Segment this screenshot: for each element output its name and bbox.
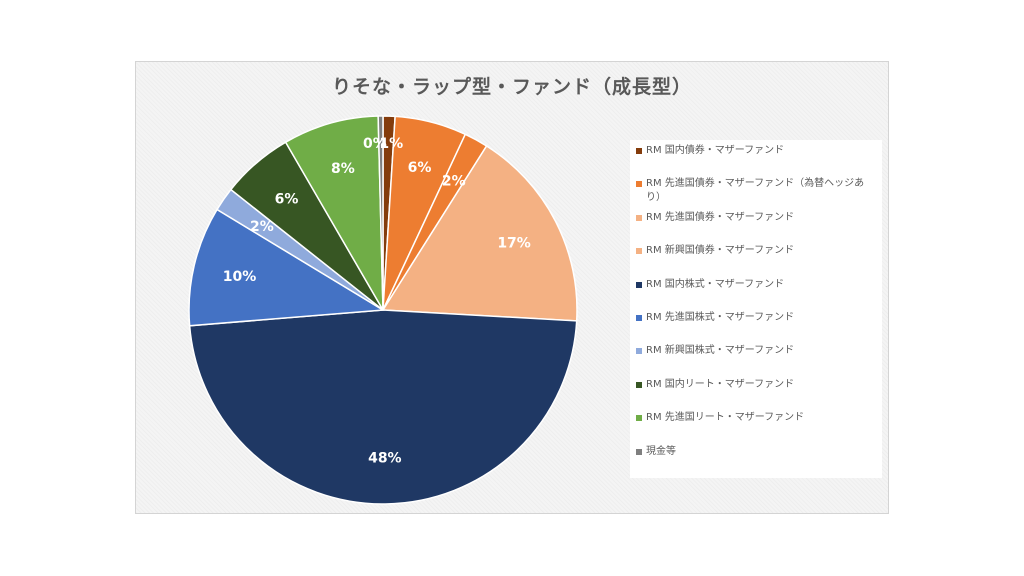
legend-entry: 現金等 [636,445,876,478]
legend-entry: RM 国内債券・マザーファンド [636,144,876,177]
pie-chart: 1%6%2%17%48%10%2%6%8%0% [188,115,578,505]
legend-label: RM 先進国債券・マザーファンド [646,211,795,223]
legend-entry: RM 先進国債券・マザーファンド（為替ヘッジあり） [636,177,876,210]
pie-slice [284,115,384,311]
legend-entry: RM 先進国債券・マザーファンド [636,211,876,244]
legend-swatch [636,148,642,154]
legend-swatch [636,248,642,255]
legend-label: RM 国内株式・マザーファンド [646,278,785,290]
pie-slice [377,115,384,311]
legend-entry: RM 国内リート・マザーファンド [636,378,876,411]
legend-entry: RM 国内株式・マザーファンド [636,278,876,311]
data-label: 6% [408,160,432,176]
data-label: 48% [368,450,402,466]
pie-slice [188,309,578,505]
legend-label: RM 国内リート・マザーファンド [646,378,795,390]
legend-swatch [636,415,642,422]
pie-slice [381,144,578,322]
data-label: 8% [331,161,355,177]
legend-swatch [636,214,642,221]
legend-label: RM 先進国株式・マザーファンド [646,311,795,323]
legend-swatch [636,281,642,288]
legend-label: 現金等 [646,445,676,457]
legend-swatch [636,314,642,321]
legend-entry: RM 新興国株式・マザーファンド [636,344,876,377]
legend-label: RM 新興国株式・マザーファンド [646,345,795,357]
data-label: 2% [442,174,466,190]
legend: RM 国内債券・マザーファンド RM 先進国債券・マザーファンド（為替ヘッジあり）… [630,140,882,478]
legend-label: RM 先進国債券・マザーファンド（為替ヘッジあり） [646,178,865,204]
legend-entry: RM 先進国リート・マザーファンド [636,411,876,444]
legend-swatch [636,448,642,455]
legend-swatch [636,181,642,188]
legend-label: RM 国内債券・マザーファンド [646,145,785,156]
data-label: 17% [497,235,531,251]
data-label: 6% [275,192,299,208]
legend-label: RM 先進国リート・マザーファンド [646,412,805,424]
data-label: 0% [363,136,387,152]
legend-swatch [636,348,642,355]
data-label: 10% [223,269,257,285]
data-label: 2% [250,219,274,235]
legend-label: RM 新興国債券・マザーファンド [646,245,795,257]
pie-slice [188,208,386,327]
data-label: 1% [379,136,403,152]
chart-area: りそな・ラップ型・ファンド（成長型） 1% 6% 2% 17% 48% 10% 2% 6% 8%… [135,61,889,514]
chart-title: りそな・ラップ型・ファンド（成長型） [331,76,692,98]
legend-swatch [636,381,642,388]
legend-entry: RM 新興国債券・マザーファンド [636,244,876,277]
legend-entry: RM 先進国株式・マザーファンド [636,311,876,344]
